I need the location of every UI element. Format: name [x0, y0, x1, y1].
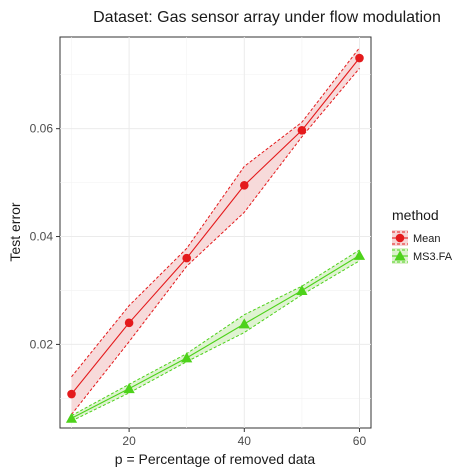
legend-label-mean: Mean: [413, 233, 441, 245]
point-ms3-fa: [65, 412, 78, 423]
line-mean: [71, 57, 360, 395]
y-tick-label: 0.06: [30, 122, 54, 136]
grid-lines: [60, 37, 371, 428]
confidence-bands: [71, 47, 360, 422]
point-ms3-fa: [181, 352, 193, 363]
point-mean: [124, 318, 134, 328]
x-axis-title: p = Percentage of removed data: [115, 451, 316, 467]
x-tick-label: 20: [122, 434, 136, 448]
point-mean: [355, 53, 364, 63]
line-ms3-fa: [71, 254, 360, 419]
series-markers: [65, 53, 366, 423]
band-ms3-fa: [71, 250, 360, 421]
series-lines: [71, 57, 360, 419]
point-mean: [182, 253, 192, 263]
point-mean: [239, 181, 249, 190]
band-upper-ms3-fa: [71, 249, 360, 417]
legend: method Mean MS3.FA: [392, 207, 453, 264]
x-tick-label: 40: [238, 434, 252, 448]
y-tick-label: 0.02: [30, 337, 54, 351]
point-ms3-fa: [123, 383, 135, 394]
y-axis-ticks: 0.02 0.04 0.06: [30, 122, 60, 351]
y-tick-label: 0.04: [30, 230, 54, 244]
legend-key-marker-ms3-fa: [394, 250, 406, 261]
point-ms3-fa: [238, 318, 250, 329]
point-ms3-fa: [353, 249, 366, 260]
point-mean: [67, 389, 76, 399]
band-upper-mean: [71, 47, 360, 378]
point-mean: [297, 126, 307, 135]
chart-title: Dataset: Gas sensor array under flow mod…: [93, 9, 441, 26]
point-ms3-fa: [296, 284, 308, 295]
band-lower-mean: [71, 67, 360, 415]
y-axis-title: Test error: [7, 202, 23, 261]
band-lower-ms3-fa: [71, 260, 360, 422]
legend-key-marker-mean: [395, 233, 405, 243]
legend-label-ms3-fa: MS3.FA: [413, 251, 453, 263]
x-axis-ticks: 20 40 60: [122, 428, 366, 448]
legend-title: method: [392, 207, 439, 223]
x-tick-label: 60: [353, 434, 367, 448]
